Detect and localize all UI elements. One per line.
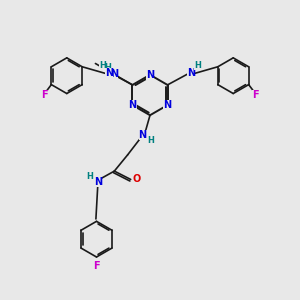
Text: H: H (86, 172, 93, 181)
Text: N: N (187, 68, 195, 78)
Text: H: H (104, 63, 111, 72)
Text: N: N (94, 176, 102, 187)
Text: F: F (93, 261, 100, 271)
Text: H: H (194, 61, 201, 70)
Text: F: F (252, 90, 259, 100)
Text: H: H (148, 136, 154, 145)
Text: N: N (110, 69, 118, 79)
Text: N: N (105, 68, 113, 78)
Text: F: F (41, 90, 48, 100)
Text: O: O (133, 174, 141, 184)
Text: N: N (128, 100, 136, 110)
Text: N: N (164, 100, 172, 110)
Text: N: N (146, 70, 154, 80)
Text: N: N (139, 130, 147, 140)
Text: H: H (99, 61, 106, 70)
